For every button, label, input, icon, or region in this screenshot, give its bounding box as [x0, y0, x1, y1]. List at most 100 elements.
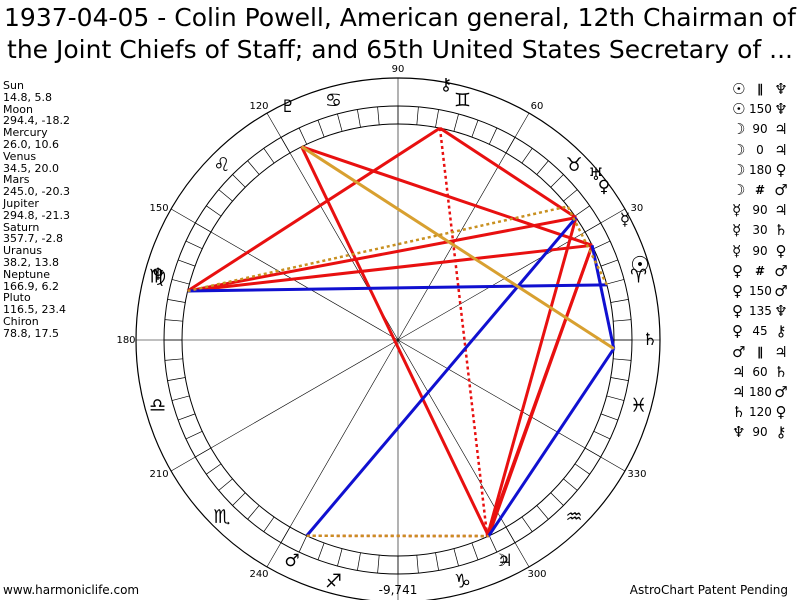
degree-tick	[263, 516, 275, 532]
aspect-planet-2: ♆	[774, 100, 788, 119]
degree-tick	[164, 319, 183, 322]
planet-name-venus: Venus	[3, 149, 37, 163]
aspect-row: ☽ # ♂	[732, 180, 800, 200]
aspect-planet-2: ♆	[774, 302, 788, 321]
aspect-type: 180	[749, 384, 772, 399]
aspect-type: 180	[749, 162, 772, 177]
moon-icon: ☽	[492, 551, 507, 571]
degree-label: 150	[150, 203, 169, 214]
aspect-row: ♀ 150 ♂	[732, 281, 800, 301]
aspect-row: ☿ 30 ♄	[732, 220, 800, 240]
aspect-list: ☉ ∥ ♆ ☉ 150 ♆ ☽ 90 ♃ ☽ 0 ♃ ☽ 180 ♀ ☽ # ♂ ☿ 90 ♃ ☿ 30 ♄ ☿ 90 ♀ ♀ # ♂ ♀ 1…	[732, 79, 800, 442]
degree-tick	[298, 535, 308, 553]
degree-tick	[600, 413, 619, 421]
planet-value-venus: 34.5, 20.0	[3, 161, 59, 175]
degree-tick	[453, 548, 459, 567]
degree-tick	[435, 552, 439, 571]
aspect-planet-2: ♀	[775, 160, 787, 179]
degree-tick	[177, 413, 196, 421]
aspect-type: 30	[752, 223, 768, 238]
aspect-planet-2: ♂	[774, 382, 788, 401]
aspect-line	[300, 145, 615, 350]
aspect-planet-1: ♀	[732, 281, 743, 300]
aspect-line	[187, 216, 577, 293]
uranus-icon: ♅	[588, 165, 603, 185]
chart-title-line-2: the Joint Chiefs of Staff; and 65th Unit…	[7, 35, 793, 64]
zodiac-sign-icon: ♏	[213, 506, 230, 528]
degree-tick	[357, 109, 361, 128]
zodiac-sign-icon: ♓	[630, 394, 647, 416]
degree-tick	[416, 106, 419, 125]
aspect-row: ♀ # ♂	[732, 261, 800, 281]
aspect-type: ∥	[757, 344, 763, 359]
mars-icon: ♂	[284, 551, 299, 571]
aspect-row: ♃ 180 ♂	[732, 382, 800, 402]
zodiac-sign-icon: ♌	[213, 154, 230, 176]
venus-icon: ♀	[598, 177, 610, 197]
aspect-type: 150	[749, 102, 772, 117]
aspect-type: #	[754, 183, 766, 198]
degree-tick	[337, 548, 343, 567]
aspect-planet-2: ♄	[774, 362, 788, 381]
aspect-planet-1: ♀	[732, 261, 743, 280]
mercury-icon: ☿	[620, 210, 630, 230]
degree-tick	[600, 259, 619, 267]
aspect-planet-2: ⚷	[775, 322, 787, 341]
zodiac-sign-icon: ♈	[630, 266, 647, 288]
aspect-planet-2: ♀	[775, 403, 787, 422]
degree-tick	[377, 555, 380, 574]
planet-value-moon: 294.4, -18.2	[3, 114, 70, 128]
planet-value-pluto: 116.5, 23.4	[3, 303, 66, 317]
planet-name-neptune: Neptune	[3, 267, 51, 281]
degree-label: 60	[531, 101, 544, 112]
neptune-icon: ♆	[150, 265, 165, 285]
degree-tick	[206, 205, 222, 217]
degree-tick	[563, 478, 578, 491]
aspect-planet-2: ♃	[774, 140, 788, 159]
degree-tick	[232, 174, 246, 188]
aspect-planet-2: ♀	[775, 241, 787, 260]
aspect-type: 90	[752, 122, 768, 137]
degree-tick	[610, 299, 629, 303]
zodiac-sign-icon: ♉	[566, 154, 583, 176]
aspect-row: ☉ 150 ♆	[732, 99, 800, 119]
aspect-planet-1: ☿	[732, 221, 742, 240]
degree-label: 210	[150, 469, 169, 480]
degree-label: 180	[116, 335, 135, 346]
degree-tick	[521, 516, 533, 532]
degree-tick	[536, 160, 549, 175]
aspect-planet-1: ☿	[732, 201, 742, 220]
planet-value-mercury: 26.0, 10.6	[3, 137, 59, 151]
aspect-row: ☉ ∥ ♆	[732, 79, 800, 99]
aspect-planet-1: ☽	[732, 160, 746, 179]
aspect-row: ♆ 90 ⚷	[732, 422, 800, 442]
aspect-type: 0	[756, 142, 764, 157]
aspect-planet-2: ♄	[774, 221, 788, 240]
planet-name-mercury: Mercury	[3, 126, 48, 140]
aspect-line	[487, 244, 594, 537]
aspect-type: 90	[752, 203, 768, 218]
aspect-planet-1: ☽	[732, 181, 746, 200]
degree-tick	[521, 148, 533, 164]
aspect-type: ∥	[757, 82, 763, 97]
aspect-row: ♄ 120 ♀	[732, 402, 800, 422]
aspect-type: 90	[752, 243, 768, 258]
degree-tick	[206, 463, 222, 475]
aspect-line	[187, 283, 607, 293]
degree-tick	[613, 319, 632, 322]
degree-tick	[171, 395, 190, 401]
aspect-planet-1: ☉	[732, 100, 746, 119]
degree-tick	[247, 505, 260, 520]
planet-value-chiron: 78.8, 17.5	[3, 326, 59, 340]
degree-tick	[247, 160, 260, 175]
degree-label: 90	[392, 64, 405, 75]
aspect-type: 150	[749, 283, 772, 298]
zodiac-sign-icon: ♍	[149, 266, 166, 288]
jupiter-icon: ♃	[497, 551, 512, 571]
website-link[interactable]: www.harmoniclife.com	[3, 583, 140, 597]
bottom-value: -9,741	[379, 583, 418, 597]
aspect-planet-2: ♂	[774, 281, 788, 300]
planet-name-saturn: Saturn	[3, 220, 40, 234]
degree-tick	[317, 119, 325, 138]
